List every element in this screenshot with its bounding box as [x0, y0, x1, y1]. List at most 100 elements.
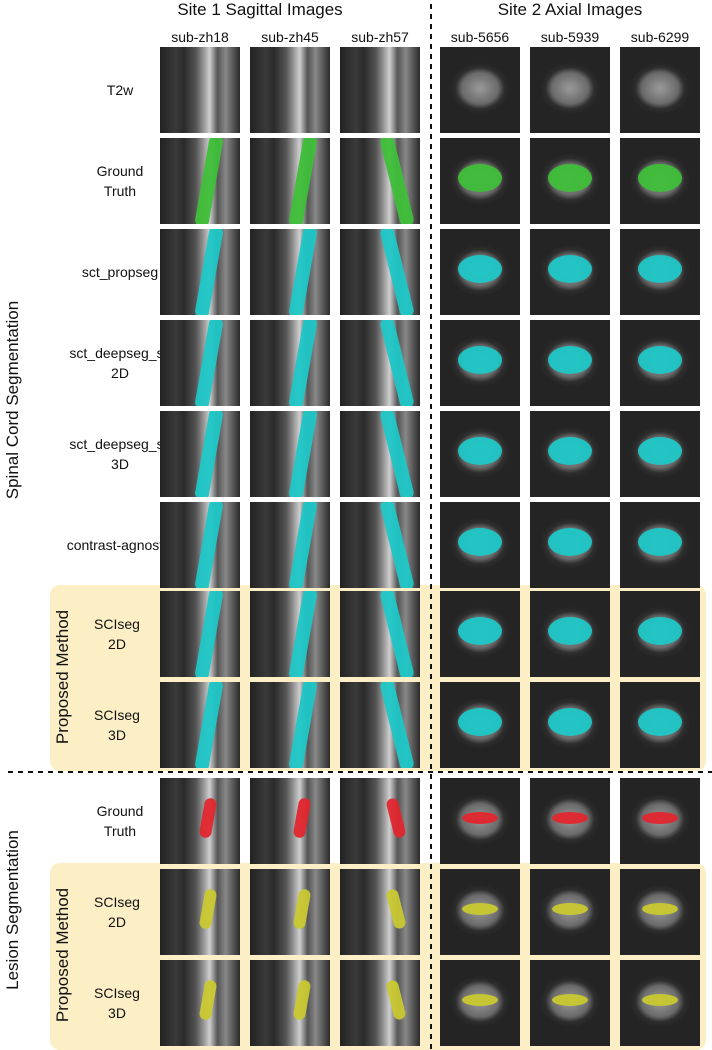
row-label: sct_propseg [55, 262, 185, 282]
segmentation-overlay [288, 229, 318, 315]
segmentation-overlay [292, 797, 312, 839]
segmentation-overlay [292, 888, 312, 930]
axial-image [530, 869, 610, 955]
segmentation-overlay [458, 617, 502, 645]
axial-image [440, 47, 520, 133]
segmentation-overlay [548, 346, 592, 374]
axial-image [620, 411, 700, 497]
segmentation-overlay [552, 812, 588, 824]
row-label-line: T2w [106, 82, 134, 98]
segmentation-overlay [292, 979, 312, 1021]
axial-image [440, 138, 520, 224]
sagittal-image [250, 229, 330, 315]
sagittal-image [250, 960, 330, 1046]
segmentation-overlay [288, 591, 318, 677]
subject-label: sub-6299 [630, 29, 690, 45]
axial-image [620, 320, 700, 406]
segmentation-overlay [379, 138, 415, 224]
sagittal-image [340, 682, 420, 768]
row-label-line: contrast-agnostic [66, 537, 174, 553]
axial-image [440, 960, 520, 1046]
axial-image [530, 682, 610, 768]
segmentation-overlay [462, 994, 498, 1006]
segmentation-overlay [288, 320, 318, 406]
sagittal-image [160, 591, 240, 677]
row-label: sct_deepseg_sc 2D [55, 343, 185, 383]
segmentation-overlay [548, 528, 592, 556]
segmentation-overlay [552, 994, 588, 1006]
axial-image [620, 869, 700, 955]
subject-label: sub-zh57 [351, 29, 409, 45]
row-label-line: 3D [111, 456, 129, 472]
segmentation-overlay [548, 164, 592, 192]
segmentation-overlay [194, 411, 224, 497]
sagittal-image [340, 47, 420, 133]
axial-image [620, 778, 700, 864]
segmentation-overlay [548, 708, 592, 736]
row-label: SCIseg 2D [52, 614, 182, 654]
row-label-line: Truth [103, 823, 137, 839]
sagittal-image [340, 502, 420, 588]
sagittal-image [340, 138, 420, 224]
row-label: Ground Truth [55, 801, 185, 841]
axial-image [530, 320, 610, 406]
sagittal-image [340, 229, 420, 315]
segmentation-overlay [458, 708, 502, 736]
segmentation-overlay [548, 255, 592, 283]
segmentation-overlay [288, 682, 318, 768]
sagittal-image [160, 320, 240, 406]
axial-image [530, 229, 610, 315]
sagittal-image [250, 502, 330, 588]
axial-image [440, 502, 520, 588]
segmentation-overlay [198, 888, 218, 930]
axial-image [440, 682, 520, 768]
sagittal-image [340, 411, 420, 497]
segmentation-overlay [642, 812, 678, 824]
column-header: Site 1 Sagittal Images [177, 0, 343, 19]
row-label: SCIseg 3D [52, 983, 182, 1023]
axial-image [440, 591, 520, 677]
segmentation-overlay [458, 255, 502, 283]
sagittal-image [160, 869, 240, 955]
segmentation-overlay [194, 591, 224, 677]
segmentation-overlay [638, 164, 682, 192]
axial-image [620, 682, 700, 768]
segmentation-overlay [642, 903, 678, 915]
sagittal-image [250, 47, 330, 133]
segmentation-overlay [548, 617, 592, 645]
sagittal-image [250, 411, 330, 497]
segmentation-overlay [462, 812, 498, 824]
axial-image [440, 229, 520, 315]
segmentation-overlay [385, 888, 407, 930]
subject-label: sub-5656 [450, 29, 510, 45]
sagittal-image [160, 229, 240, 315]
segmentation-overlay [194, 682, 224, 768]
segmentation-overlay [385, 797, 407, 839]
segmentation-overlay [458, 346, 502, 374]
row-label: sct_deepseg_sc 3D [55, 434, 185, 474]
segmentation-overlay [638, 437, 682, 465]
sagittal-image [160, 47, 240, 133]
segmentation-overlay [194, 138, 224, 224]
axial-image [440, 320, 520, 406]
axial-image [530, 47, 610, 133]
axial-image [440, 411, 520, 497]
segmentation-overlay [638, 346, 682, 374]
segmentation-overlay [194, 229, 224, 315]
row-label-line: sct_propseg [81, 264, 159, 280]
axial-image [530, 591, 610, 677]
subject-label: sub-5939 [540, 29, 600, 45]
column-header: Site 2 Axial Images [497, 0, 643, 19]
row-label-line: 2D [108, 914, 126, 930]
axial-image [620, 47, 700, 133]
sagittal-image [340, 591, 420, 677]
row-label-line: Ground [96, 163, 144, 179]
segmentation-overlay [385, 979, 407, 1021]
row-label: contrast-agnostic [55, 535, 185, 555]
row-label: T2w [55, 80, 185, 100]
subject-label: sub-zh45 [261, 29, 319, 45]
sagittal-image [340, 320, 420, 406]
segmentation-overlay [638, 528, 682, 556]
row-label: SCIseg 3D [52, 705, 182, 745]
